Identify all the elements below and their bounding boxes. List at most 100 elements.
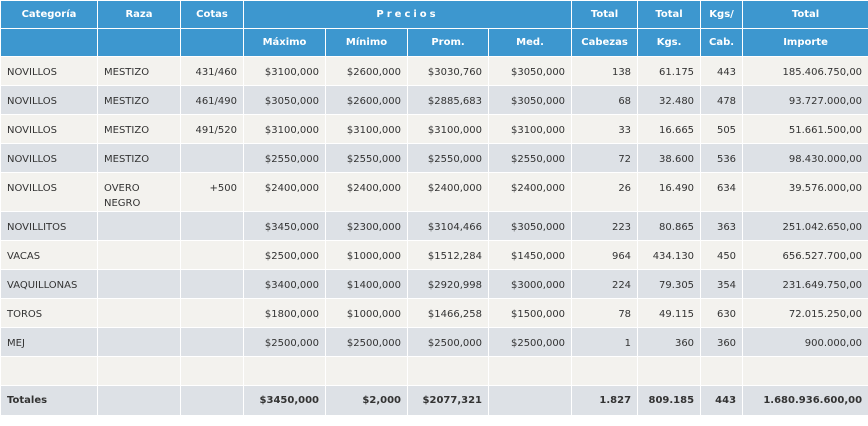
header-cell: Prom. [407, 28, 489, 57]
header-cell: Kgs. [637, 28, 702, 57]
totals-cell [97, 385, 181, 416]
table-cell: +500 [180, 172, 244, 212]
table-cell: 434.130 [637, 240, 702, 270]
totals-cell [487, 385, 573, 416]
table-cell: 231.649.750,00 [742, 269, 868, 299]
table-cell: 61.175 [637, 56, 702, 86]
header-cell: Cabezas [571, 28, 639, 57]
table-cell [325, 356, 408, 386]
table-cell: $3000,000 [487, 269, 573, 299]
header-cell [180, 28, 244, 57]
table-cell: $2920,998 [407, 269, 489, 299]
table-cell: NOVILLOS [0, 172, 98, 212]
header-cell: Raza [97, 0, 181, 29]
totals-cell: $3450,000 [243, 385, 326, 416]
table-cell: $2500,000 [487, 327, 573, 357]
table-cell [180, 269, 244, 299]
header-cell: Precios [242, 0, 573, 29]
table-cell: 964 [571, 240, 639, 270]
table-cell: $3050,000 [487, 85, 573, 115]
table-cell: $1800,000 [243, 298, 326, 328]
table-cell: 536 [700, 143, 744, 173]
table-cell: 138 [571, 56, 639, 86]
table-row: NOVILLITOS $3450,000 $2300,000 $3104,466 $30… [0, 211, 868, 241]
table-cell [180, 211, 244, 241]
table-cell [180, 298, 244, 328]
table-header: Categoría Raza Cotas Precios Total Total Kgs/T… [0, 0, 868, 57]
table-cell [97, 211, 181, 241]
table-cell: 634 [700, 172, 744, 212]
table-cell: $2500,000 [243, 240, 326, 270]
table-cell: $3450,000 [243, 211, 326, 241]
table-cell: $3030,760 [407, 56, 489, 86]
table-body: NOVILLOS MESTIZO 431/460 $3100,000 $2600,000… [0, 56, 868, 416]
table-cell: $2400,000 [407, 172, 489, 212]
totals-cell: 809.185 [637, 385, 702, 416]
table-cell: $1512,284 [407, 240, 489, 270]
table-cell: MEJ [0, 327, 98, 357]
table-cell [180, 143, 244, 173]
table-cell: MESTIZO [97, 143, 181, 173]
table-cell [97, 356, 181, 386]
table-cell [571, 356, 639, 386]
table-cell [700, 356, 744, 386]
totals-cell: Totales [0, 385, 98, 416]
table-cell [97, 240, 181, 270]
header-cell: Kgs/ [700, 0, 744, 29]
table-cell: NOVILLOS [0, 85, 98, 115]
header-cell: Cotas [180, 0, 244, 29]
table-cell: $2550,000 [487, 143, 573, 173]
totals-row: Totales $3450,000 $2,000 $2077,321 1.827 809.… [0, 385, 868, 416]
table-cell: NOVILLITOS [0, 211, 98, 241]
table-cell: TOROS [0, 298, 98, 328]
table-cell: 51.661.500,00 [742, 114, 868, 144]
table-cell: $2300,000 [325, 211, 408, 241]
table-cell: 78 [571, 298, 639, 328]
header-cell: Total [742, 0, 868, 29]
table-cell: $1400,000 [325, 269, 408, 299]
table-cell: 505 [700, 114, 744, 144]
table-cell [180, 356, 244, 386]
table-cell: 185.406.750,00 [742, 56, 868, 86]
table-row [0, 356, 868, 386]
table-cell: 98.430.000,00 [742, 143, 868, 173]
table-cell: 93.727.000,00 [742, 85, 868, 115]
table-cell: $3100,000 [487, 114, 573, 144]
table-cell: $2600,000 [325, 85, 408, 115]
table-cell: 68 [571, 85, 639, 115]
table-cell: $3100,000 [325, 114, 408, 144]
table-cell: 450 [700, 240, 744, 270]
table-cell: $3400,000 [243, 269, 326, 299]
table-cell: 223 [571, 211, 639, 241]
table-cell: 16.665 [637, 114, 702, 144]
table-cell [637, 356, 702, 386]
header-cell: Importe [742, 28, 868, 57]
table-cell: 630 [700, 298, 744, 328]
table-row: NOVILLOS MESTIZO 431/460 $3100,000 $2600,000… [0, 56, 868, 86]
table-row: MEJ $2500,000 $2500,000 $2500,000 $2500,000 1… [0, 327, 868, 357]
table-cell: 49.115 [637, 298, 702, 328]
table-cell: 39.576.000,00 [742, 172, 868, 212]
table-cell: NOVILLOS [0, 143, 98, 173]
table-cell: $2600,000 [325, 56, 408, 86]
table-cell: 16.490 [637, 172, 702, 212]
table-cell: $2500,000 [325, 327, 408, 357]
table-cell [180, 327, 244, 357]
table-cell: MESTIZO [97, 85, 181, 115]
table-cell: $3100,000 [243, 56, 326, 86]
table-cell: $1466,258 [407, 298, 489, 328]
table-cell: $2400,000 [243, 172, 326, 212]
table-row: NOVILLOS OVERO NEGRO +500 $2400,000 $2400,00… [0, 172, 868, 212]
table-row: TOROS $1800,000 $1000,000 $1466,258 $1500,00… [0, 298, 868, 328]
table-cell: $3104,466 [407, 211, 489, 241]
table-cell: $2500,000 [243, 327, 326, 357]
totals-cell: 1.680.936.600,00 [742, 385, 868, 416]
table-cell: 900.000,00 [742, 327, 868, 357]
table-cell: OVERO NEGRO [97, 172, 181, 212]
table-cell: 251.042.650,00 [742, 211, 868, 241]
header-row: Categoría Raza Cotas Precios Total Total Kgs/T… [0, 0, 868, 29]
table-row: NOVILLOS MESTIZO 461/490 $3050,000 $2600,000… [0, 85, 868, 115]
totals-cell: 1.827 [571, 385, 639, 416]
table-cell: $3050,000 [487, 56, 573, 86]
